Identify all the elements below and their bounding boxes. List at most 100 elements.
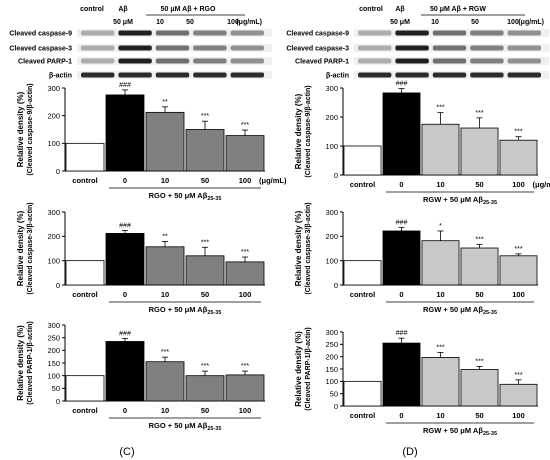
blot-band [118, 45, 152, 51]
blot-band [358, 72, 392, 78]
significance-marker: *** [475, 110, 483, 117]
blot-band [470, 30, 504, 36]
blot-band [395, 30, 429, 36]
blot-band [193, 45, 227, 51]
significance-marker: *** [514, 129, 522, 136]
blot-dose-50: 50 [471, 19, 479, 26]
blot-dose-50: 50 [186, 19, 194, 26]
blot-row-label: β-actin [326, 73, 349, 80]
x-tick-label: 100 [239, 176, 252, 185]
blot-band [507, 45, 541, 51]
blot-row-label: Cleaved PARP-1 [18, 59, 72, 66]
blot-row-label: Cleaved PARP-1 [295, 59, 349, 66]
y-tick-label: 200 [47, 111, 60, 120]
blot-band [358, 45, 392, 51]
bar-50 [460, 127, 499, 176]
blot-band [470, 72, 504, 78]
x-axis-label: RGW + 50 μM Aβ25-35 [423, 426, 497, 437]
blot-dose-100: 100 [227, 19, 239, 26]
y-tick-label: 300 [325, 208, 338, 217]
blot-header-control: control [80, 6, 104, 13]
x-tick-label: 100 [512, 290, 525, 299]
y-tick-label: 150 [47, 359, 60, 368]
blot-band [230, 45, 264, 51]
y-axis-label: Relative density (%) [294, 331, 303, 407]
y-axis-label-sub: (Cleaved PARP-1/β-actin) [305, 327, 312, 411]
blot-band [81, 30, 115, 36]
bar-10 [145, 246, 185, 286]
x-tick-label: control [72, 406, 97, 415]
blot-band [230, 30, 264, 36]
significance-marker: ### [119, 82, 131, 89]
y-tick-label: 0 [334, 281, 338, 290]
y-tick-label: 0 [56, 167, 60, 176]
blot-band [507, 58, 541, 64]
blot-band [118, 58, 152, 64]
y-tick-label: 100 [47, 256, 60, 265]
significance-marker: ** [162, 233, 168, 240]
y-tick-label: 200 [325, 113, 338, 122]
x-tick-label: 100 [512, 180, 525, 189]
blot-band [358, 58, 392, 64]
y-axis-label: Relative density (%) [16, 325, 25, 401]
significance-marker: * [439, 223, 442, 230]
bar-control [65, 260, 105, 286]
blot-unit-label: (μg/mL) [236, 19, 262, 26]
blot-row-label: Cleaved caspase-3 [286, 46, 349, 53]
blot-row-label: Cleaved caspase-9 [9, 31, 72, 38]
x-tick-label: 10 [161, 176, 169, 185]
y-tick-label: 300 [47, 84, 60, 93]
x-tick-label: 50 [475, 180, 483, 189]
blot-band [155, 30, 190, 36]
panel-label-d: (D) [402, 446, 417, 458]
bar-10 [145, 111, 185, 172]
y-tick-label: 100 [47, 371, 60, 380]
blot-header-treatment: 50 μM Aβ + RGO [161, 6, 216, 13]
significance-marker: *** [514, 372, 522, 379]
x-tick-label: 0 [123, 176, 127, 185]
significance-marker: *** [241, 363, 249, 370]
blot-row-label: Cleaved caspase-9 [286, 31, 349, 38]
blot-dose-100: 100 [507, 19, 519, 26]
x-tick-label: 100 [512, 411, 525, 420]
blot-band [432, 30, 467, 36]
y-tick-label: 300 [325, 328, 338, 337]
significance-marker: *** [475, 236, 483, 243]
y-tick-label: 300 [325, 84, 338, 93]
x-tick-label: control [350, 411, 375, 420]
x-tick-label: control [72, 290, 97, 299]
bar-50 [460, 247, 499, 286]
bar-10 [421, 240, 460, 286]
x-tick-label: 100 [239, 406, 252, 415]
blot-row-label: Cleaved caspase-3 [9, 46, 72, 53]
blot-band [230, 58, 264, 64]
blot-band [193, 72, 227, 78]
y-tick-label: 200 [325, 352, 338, 361]
x-tick-label: 10 [436, 180, 444, 189]
blot-band [81, 58, 115, 64]
x-tick-label: 100 [239, 290, 252, 299]
blot-band [470, 58, 504, 64]
significance-marker: ### [396, 330, 408, 337]
bar-50 [185, 255, 225, 286]
bar-100 [225, 374, 265, 402]
bar-50 [460, 369, 499, 407]
blot-header-abeta: Aβ [118, 6, 128, 13]
x-tick-label: control [72, 176, 97, 185]
blot-band [358, 30, 392, 36]
blot-band [155, 58, 190, 64]
x-tick-label: 0 [123, 290, 127, 299]
bar-0 [105, 94, 145, 172]
x-tick-label: 0 [399, 180, 403, 189]
bar-control [65, 142, 105, 172]
blot-row-label: β-actin [49, 73, 72, 80]
y-tick-label: 250 [325, 340, 338, 349]
y-axis-label: Relative density (%) [294, 210, 303, 286]
